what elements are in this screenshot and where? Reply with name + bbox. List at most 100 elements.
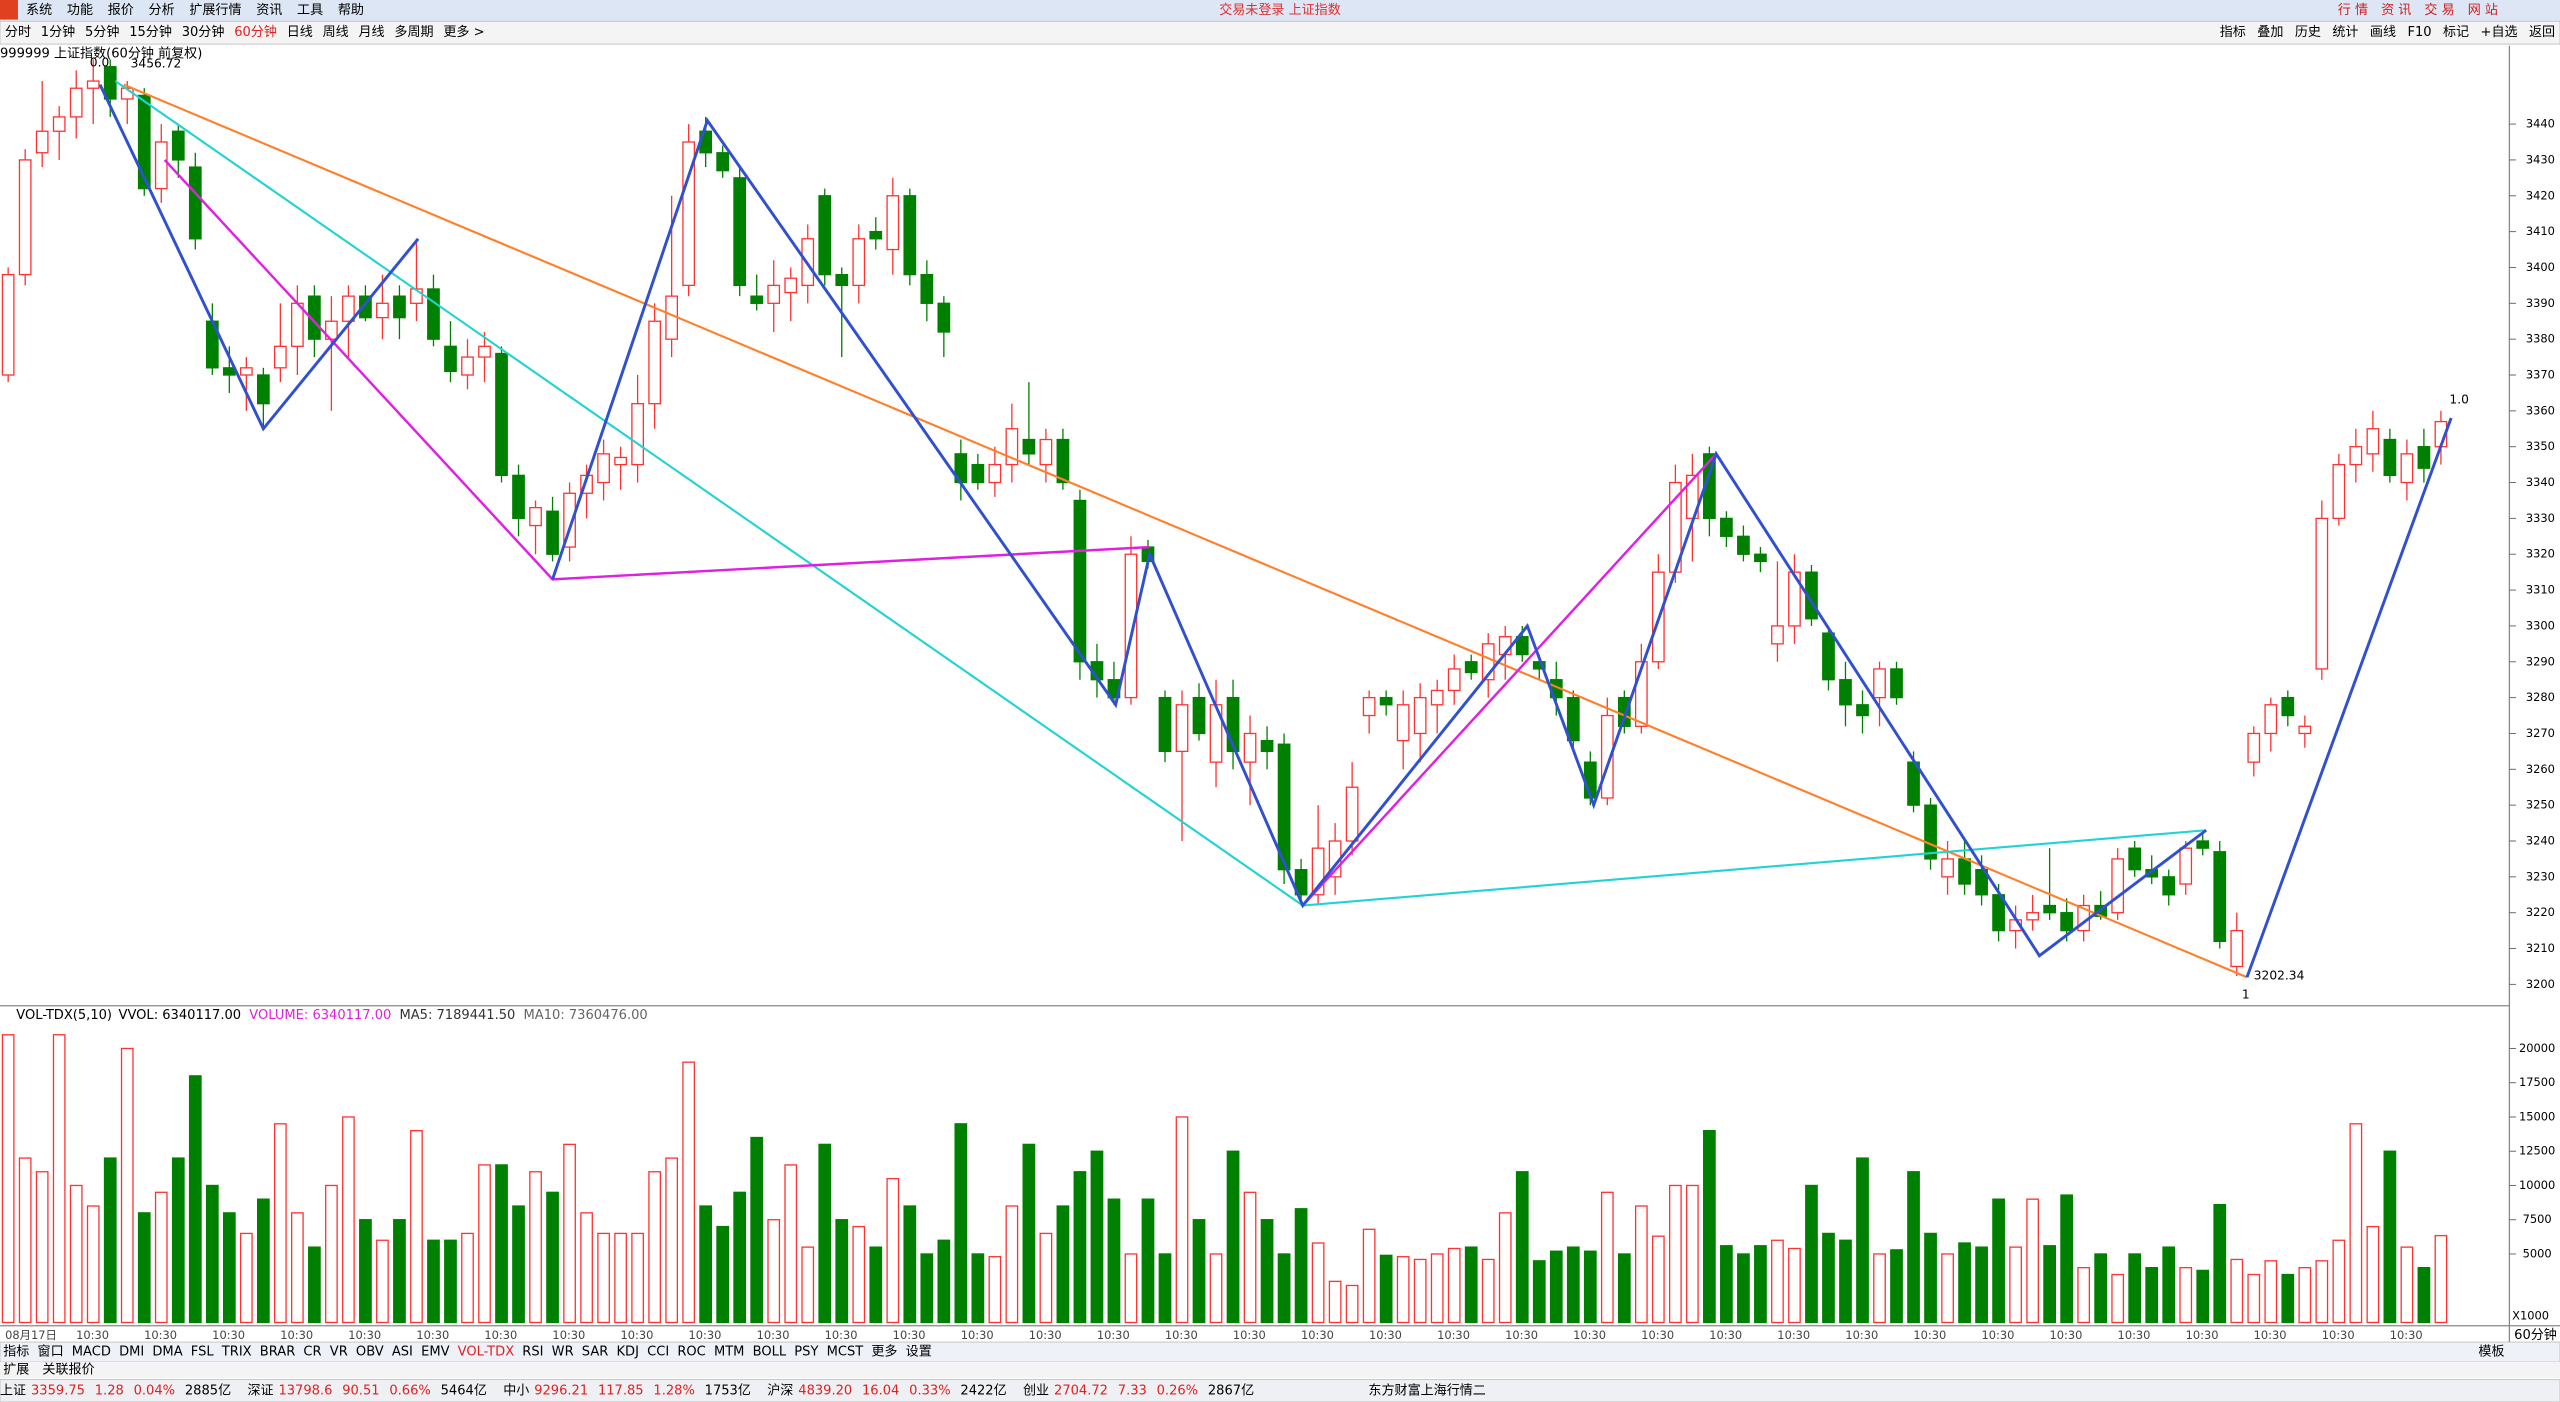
tool-button[interactable]: F10	[2407, 25, 2431, 40]
indicator-value[interactable]: VOLUME: 6340117.00	[249, 1008, 391, 1023]
indicator-tab[interactable]: MTM	[714, 1344, 744, 1359]
indicator-tab[interactable]: RSI	[522, 1344, 543, 1359]
indicator-value[interactable]: MA10: 7360476.00	[524, 1008, 648, 1023]
tool-button[interactable]: 指标	[2220, 25, 2246, 40]
menu-item[interactable]: 资讯	[256, 3, 282, 18]
index-name[interactable]: 中小	[503, 1384, 529, 1399]
volume-bar	[1362, 1228, 1376, 1324]
menu-button[interactable]: 资 讯	[2381, 3, 2411, 18]
indicator-tab[interactable]: CCI	[647, 1344, 669, 1359]
index-value[interactable]: 9296.21	[534, 1384, 588, 1399]
index-value[interactable]: 0.66%	[389, 1384, 430, 1399]
indicator-tab[interactable]: BRAR	[260, 1344, 295, 1359]
period-tab[interactable]: 日线	[287, 25, 313, 40]
indicator-tab[interactable]: ASI	[392, 1344, 413, 1359]
volume-bar	[2145, 1267, 2159, 1324]
volume-bar	[393, 1219, 406, 1324]
indicator-tab[interactable]: SAR	[582, 1344, 609, 1359]
indicator-tab[interactable]: CR	[303, 1344, 321, 1359]
indicator-tab[interactable]: FSL	[191, 1344, 215, 1359]
indicator-value[interactable]: MA5: 7189441.50	[399, 1008, 515, 1023]
period-tab[interactable]: 30分钟	[182, 24, 225, 40]
y-tick-label: 15000	[2519, 1109, 2555, 1123]
indicator-tab[interactable]: 窗口	[38, 1343, 64, 1359]
index-name[interactable]: 上证	[0, 1384, 26, 1399]
tool-button[interactable]: 统计	[2332, 25, 2358, 40]
index-amount[interactable]: 2867亿	[1208, 1384, 1254, 1399]
index-value[interactable]: 16.04	[862, 1384, 899, 1399]
menu-item[interactable]: 报价	[108, 3, 134, 18]
index-name[interactable]: 创业	[1023, 1384, 1049, 1399]
menu-item[interactable]: 功能	[67, 3, 93, 18]
index-amount[interactable]: 2422亿	[960, 1384, 1006, 1399]
indicator-tab[interactable]: EMV	[421, 1344, 450, 1359]
indicator-tab[interactable]: TRIX	[221, 1344, 252, 1359]
menu-item[interactable]: 扩展行情	[189, 3, 241, 18]
indicator-value[interactable]: VVOL: 6340117.00	[119, 1008, 242, 1023]
index-value[interactable]: 0.33%	[909, 1384, 950, 1399]
tool-button[interactable]: 标记	[2443, 25, 2469, 40]
index-name[interactable]: 沪深	[767, 1383, 793, 1399]
index-amount[interactable]: 2885亿	[185, 1384, 231, 1399]
index-value[interactable]: 7.33	[1118, 1384, 1147, 1399]
indicator-tab[interactable]: VOL-TDX	[458, 1344, 515, 1359]
indicator-tab[interactable]: 更多	[871, 1343, 897, 1359]
period-tab[interactable]: 多周期	[394, 24, 433, 40]
sub-tab[interactable]: 关联报价	[42, 1362, 94, 1377]
index-name[interactable]: 深证	[247, 1384, 273, 1399]
indicator-tab[interactable]: DMA	[152, 1344, 182, 1359]
volume-bar	[1447, 1247, 1461, 1324]
indicator-tab[interactable]: MACD	[72, 1344, 111, 1359]
index-amount[interactable]: 5464亿	[441, 1384, 487, 1399]
period-tab[interactable]: 60分钟	[234, 24, 277, 40]
tool-button[interactable]: 叠加	[2257, 25, 2283, 40]
menu-item[interactable]: 帮助	[338, 3, 364, 18]
period-tab[interactable]: 周线	[323, 25, 349, 40]
period-tab[interactable]: 月线	[359, 25, 385, 40]
tool-button[interactable]: 历史	[2295, 25, 2321, 40]
indicator-name[interactable]: VOL-TDX(5,10)	[16, 1008, 112, 1023]
index-amount[interactable]: 1753亿	[705, 1384, 751, 1399]
candle-body	[614, 456, 627, 466]
indicator-tab[interactable]: ROC	[677, 1344, 705, 1359]
index-value[interactable]: 1.28%	[653, 1384, 694, 1399]
feed-name[interactable]: 东方财富上海行情二	[1368, 1383, 1485, 1399]
index-value[interactable]: 0.04%	[134, 1384, 175, 1399]
period-tab[interactable]: 15分钟	[129, 24, 172, 40]
period-tab[interactable]: 1分钟	[41, 24, 75, 40]
index-value[interactable]: 0.26%	[1157, 1384, 1198, 1399]
index-value[interactable]: 3359.75	[31, 1384, 85, 1399]
menu-button[interactable]: 行 情	[2338, 3, 2368, 18]
menu-item[interactable]: 系统	[26, 3, 52, 18]
index-value[interactable]: 117.85	[598, 1384, 644, 1399]
menu-item[interactable]: 工具	[297, 3, 323, 18]
indicator-tab[interactable]: DMI	[119, 1344, 144, 1359]
indicator-tab[interactable]: WR	[552, 1344, 574, 1359]
template-tab[interactable]: 模板	[2478, 1344, 2504, 1359]
menu-button[interactable]: 网 站	[2468, 3, 2498, 18]
x-tick-label: 10:30	[1981, 1328, 2014, 1342]
index-value[interactable]: 1.28	[95, 1384, 124, 1399]
indicator-tab[interactable]: BOLL	[753, 1344, 787, 1359]
index-value[interactable]: 13798.6	[278, 1384, 332, 1399]
period-tab[interactable]: 更多 >	[443, 24, 484, 40]
menu-button[interactable]: 交 易	[2424, 2, 2454, 18]
indicator-tab[interactable]: KDJ	[616, 1344, 638, 1359]
period-tab[interactable]: 分时	[5, 25, 31, 40]
indicator-tab[interactable]: 设置	[906, 1344, 932, 1359]
index-value[interactable]: 90.51	[342, 1384, 379, 1399]
indicator-tab[interactable]: PSY	[794, 1344, 818, 1359]
menu-item[interactable]: 分析	[149, 3, 175, 18]
period-tab[interactable]: 5分钟	[85, 24, 119, 40]
volume-bar	[1532, 1260, 1546, 1324]
indicator-tab[interactable]: MCST	[827, 1344, 864, 1359]
index-value[interactable]: 2704.72	[1054, 1384, 1108, 1399]
index-value[interactable]: 4839.20	[798, 1384, 852, 1399]
tool-button[interactable]: 返回	[2529, 25, 2555, 40]
indicator-tab[interactable]: OBV	[356, 1344, 384, 1359]
sub-tab[interactable]: 扩展	[3, 1362, 29, 1377]
indicator-tab[interactable]: VR	[330, 1344, 348, 1359]
tool-button[interactable]: 画线	[2370, 25, 2396, 40]
indicator-tab[interactable]: 指标	[3, 1344, 29, 1359]
tool-button[interactable]: +自选	[2481, 25, 2518, 40]
